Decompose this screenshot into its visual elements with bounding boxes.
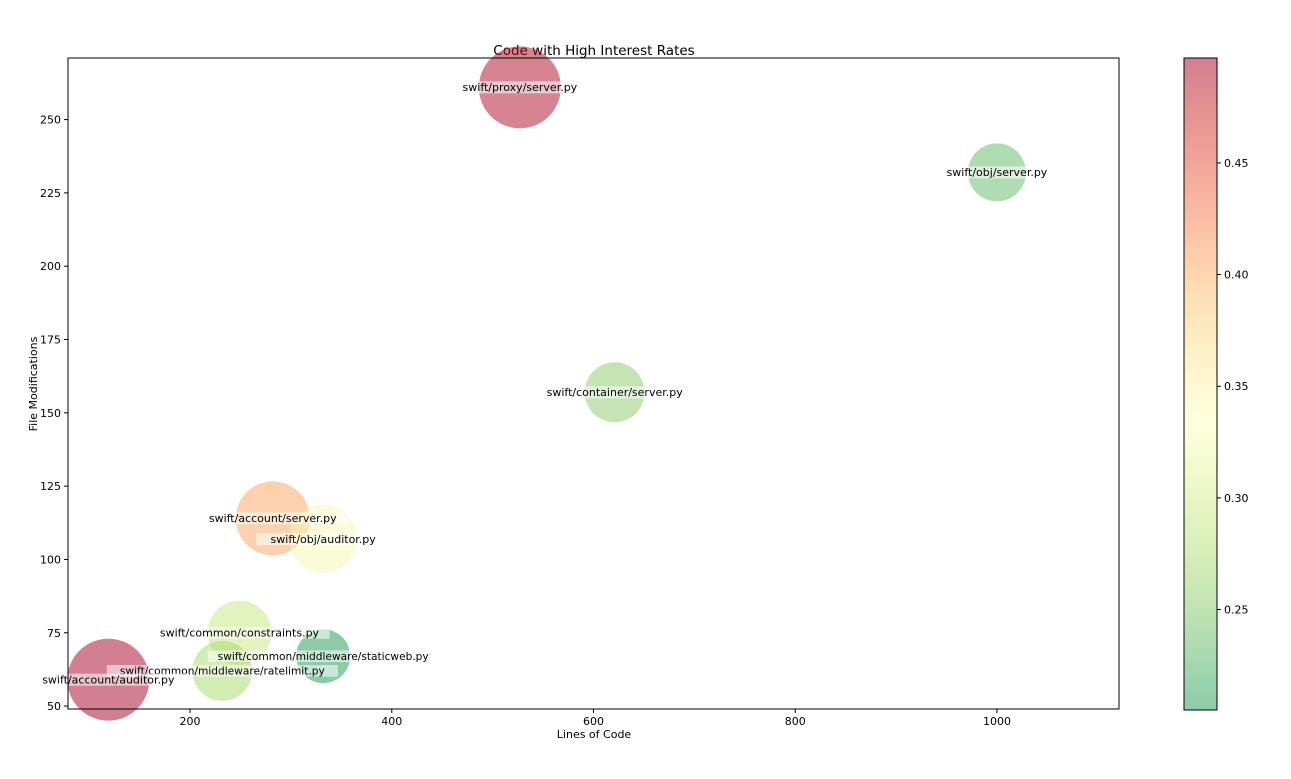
bubble-label: swift/account/auditor.py xyxy=(42,674,175,687)
bubble-label-background xyxy=(149,626,330,639)
y-tick-label: 200 xyxy=(40,260,61,273)
x-axis-ticks: 200 400 600 800 1000 xyxy=(180,709,1011,728)
bubble-label-background xyxy=(195,512,350,525)
x-tick-label: 800 xyxy=(785,715,806,728)
bubble-label-background xyxy=(207,650,439,663)
y-tick-label: 175 xyxy=(40,334,61,347)
y-tick-label: 150 xyxy=(40,407,61,420)
bubble-label: swift/proxy/server.py xyxy=(463,81,578,94)
x-tick-label: 200 xyxy=(180,715,201,728)
bubble-label-background xyxy=(933,166,1061,179)
bubble-label: swift/container/server.py xyxy=(547,386,684,399)
x-axis-label: Lines of Code xyxy=(557,728,632,741)
colorbar-tick-label: 0.35 xyxy=(1224,380,1249,393)
bubble-label-background xyxy=(106,665,338,677)
bubble-label: swift/common/constraints.py xyxy=(160,627,320,640)
colorbar-ticks: 0.25 0.30 0.35 0.40 0.45 xyxy=(1217,157,1249,617)
bubble-label-background xyxy=(256,532,391,545)
bubble-label-background xyxy=(449,81,591,94)
colorbar-tick-label: 0.30 xyxy=(1224,492,1249,505)
y-tick-label: 225 xyxy=(40,187,61,200)
colorbar xyxy=(1183,57,1218,711)
x-tick-label: 600 xyxy=(583,715,604,728)
colorbar-tick-label: 0.45 xyxy=(1224,157,1249,170)
bubble-label-background xyxy=(531,386,699,399)
y-axis-ticks: 50 75 100 125 150 175 200 225 250 xyxy=(40,114,68,713)
bubble-labels-layer: swift/proxy/server.py swift/obj/server.py… xyxy=(28,81,1061,687)
y-axis-label: File Modifications xyxy=(27,336,40,431)
y-tick-label: 100 xyxy=(40,553,61,566)
colorbar-tick-label: 0.25 xyxy=(1224,604,1249,617)
y-tick-label: 75 xyxy=(47,627,61,640)
y-tick-label: 125 xyxy=(40,480,61,493)
colorbar-tick-label: 0.40 xyxy=(1224,269,1249,282)
y-tick-label: 250 xyxy=(40,114,61,127)
x-tick-label: 1000 xyxy=(983,715,1011,728)
bubble-label: swift/account/server.py xyxy=(209,512,337,525)
bubble-label: swift/common/middleware/staticweb.py xyxy=(218,651,429,663)
bubble-label: swift/obj/auditor.py xyxy=(271,533,377,546)
bubble-label: swift/obj/server.py xyxy=(947,166,1048,179)
x-tick-label: 400 xyxy=(381,715,402,728)
y-tick-label: 50 xyxy=(47,700,61,713)
